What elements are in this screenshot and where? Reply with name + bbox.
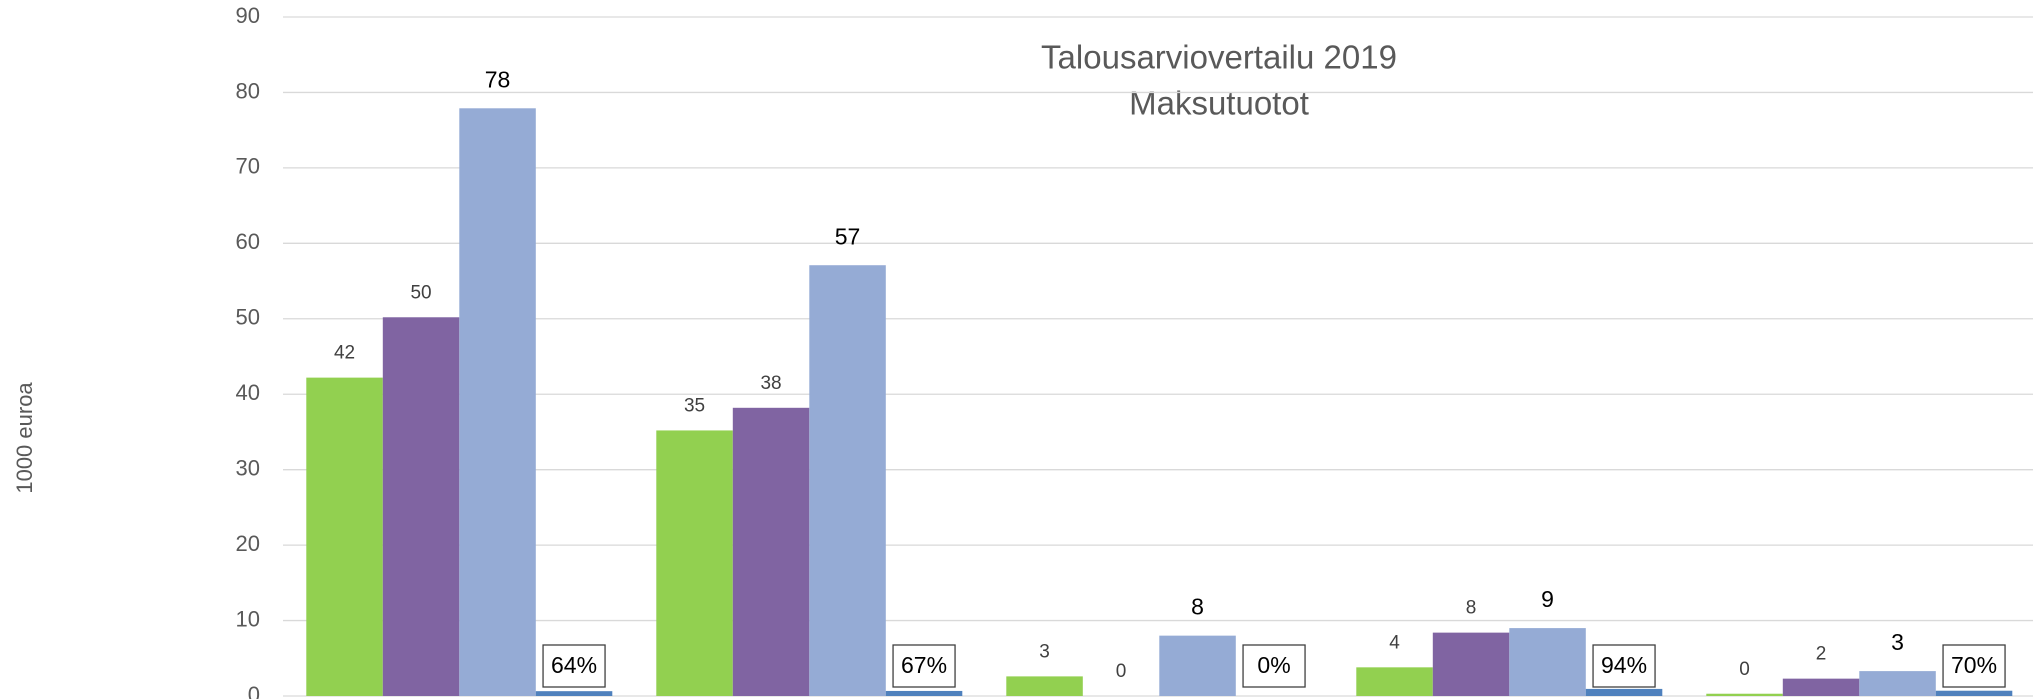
- data-label-box: [892, 644, 956, 688]
- y-tick-label: 30: [236, 455, 260, 480]
- data-label-box: [542, 644, 606, 688]
- data-label: 0: [1739, 659, 1750, 680]
- bar: [459, 108, 536, 696]
- data-label: 0%: [1257, 652, 1290, 678]
- bar: [535, 691, 613, 696]
- bar: [1006, 676, 1083, 696]
- data-label-box: [1242, 644, 1306, 688]
- data-label: 0: [1116, 661, 1127, 682]
- bar: [1509, 628, 1586, 696]
- data-label: 9: [1541, 586, 1554, 612]
- data-label: 2: [1816, 644, 1827, 665]
- y-tick-label: 60: [236, 229, 260, 254]
- data-label: 8: [1466, 598, 1477, 619]
- bar: [306, 377, 383, 696]
- y-tick-label: 40: [236, 380, 260, 405]
- chart-title: Talousarviovertailu 2019: [1041, 39, 1397, 76]
- bar: [382, 317, 460, 696]
- data-label-box: [1942, 644, 2006, 688]
- bar: [656, 430, 733, 696]
- y-axis-label: 1000 euroa: [12, 382, 37, 494]
- y-tick-label: 80: [236, 78, 260, 103]
- bar: [1859, 671, 1936, 696]
- bar: [885, 690, 963, 696]
- y-tick-label: 50: [236, 305, 260, 330]
- data-label-box: [1592, 644, 1656, 688]
- y-tick-label: 10: [236, 606, 260, 631]
- data-label: 35: [684, 395, 705, 416]
- data-label: 64%: [551, 652, 597, 678]
- bar: [1159, 635, 1236, 696]
- data-label: 8: [1191, 594, 1204, 620]
- y-tick-label: 70: [236, 154, 260, 179]
- bar: [1782, 678, 1860, 696]
- bar: [809, 265, 886, 696]
- data-label: 3: [1039, 641, 1050, 662]
- y-tick-label: 0: [248, 682, 260, 699]
- data-label: 67%: [901, 652, 947, 678]
- data-label: 78: [485, 66, 511, 92]
- bar: [1356, 667, 1433, 696]
- bar: [1706, 693, 1783, 696]
- data-label: 57: [835, 223, 861, 249]
- bar: [1935, 690, 2013, 696]
- y-tick-label: 90: [236, 3, 260, 28]
- data-label: 94%: [1601, 652, 1647, 678]
- y-tick-label: 20: [236, 531, 260, 556]
- data-label: 4: [1389, 632, 1400, 653]
- bar: [1432, 632, 1510, 696]
- data-label: 38: [760, 373, 781, 394]
- chart-subtitle: Maksutuotot: [1129, 85, 1309, 122]
- data-label: 3: [1891, 629, 1904, 655]
- bar: [732, 407, 810, 696]
- bar: [1585, 688, 1663, 696]
- data-label: 42: [334, 343, 355, 364]
- data-label: 70%: [1951, 652, 1997, 678]
- data-label: 50: [410, 282, 431, 303]
